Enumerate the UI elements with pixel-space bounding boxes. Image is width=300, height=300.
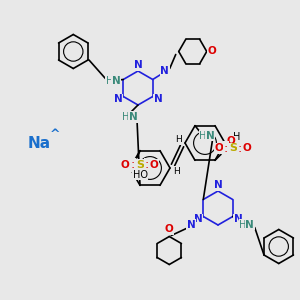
Text: O: O (243, 143, 251, 153)
Text: :: : (145, 158, 149, 171)
Text: N: N (194, 214, 203, 224)
Text: ^: ^ (50, 128, 61, 142)
Text: :: : (131, 158, 135, 171)
Text: :: : (238, 142, 242, 155)
Text: O: O (207, 46, 216, 56)
Text: N: N (233, 214, 242, 224)
Text: H: H (199, 131, 207, 141)
Text: N: N (187, 220, 196, 230)
Text: O: O (165, 224, 174, 235)
Text: N: N (154, 94, 162, 104)
Text: O: O (150, 160, 158, 170)
Text: H: H (106, 76, 113, 86)
Text: N: N (245, 220, 254, 230)
Text: H: H (174, 167, 180, 176)
Text: N: N (214, 180, 222, 190)
Text: :: : (224, 142, 228, 155)
Text: O: O (214, 143, 224, 153)
Text: H: H (233, 132, 241, 142)
Text: N: N (129, 112, 137, 122)
Text: N: N (112, 76, 121, 86)
Text: N: N (114, 94, 122, 104)
Text: S: S (229, 143, 237, 153)
Text: H: H (175, 136, 182, 145)
Text: HO: HO (133, 170, 148, 180)
Text: H: H (239, 220, 246, 230)
Text: H: H (122, 112, 130, 122)
Text: S: S (136, 160, 144, 170)
Text: Na: Na (28, 136, 51, 151)
Text: O: O (226, 136, 236, 146)
Text: N: N (134, 60, 142, 70)
Text: O: O (121, 160, 129, 170)
Text: N: N (160, 67, 169, 76)
Text: N: N (206, 131, 214, 141)
